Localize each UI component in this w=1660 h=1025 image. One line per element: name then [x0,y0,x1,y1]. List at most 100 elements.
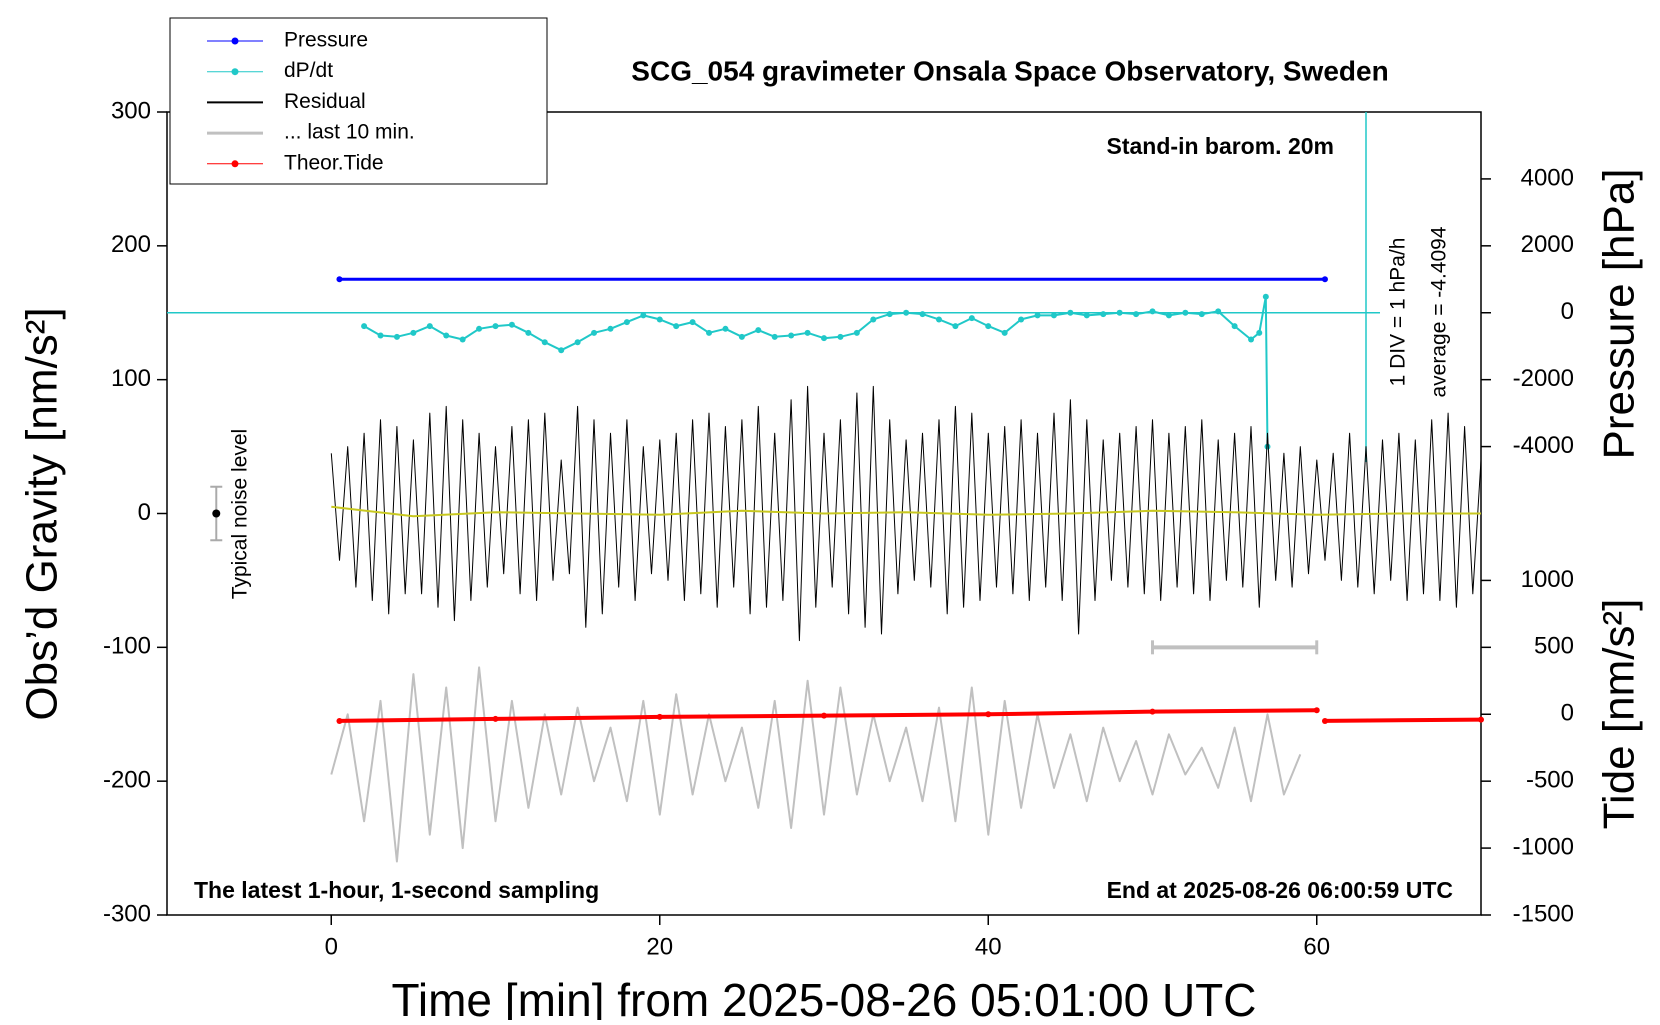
series-marker [1262,293,1269,300]
series-marker [656,713,663,720]
y-axis-label: Obs’d Gravity [nm/s²] [18,307,67,720]
legend-label: Theor.Tide [284,151,384,174]
chart-title: SCG_054 gravimeter Onsala Space Observat… [631,55,1388,86]
series-marker [656,316,663,323]
series-marker [623,319,630,326]
series-marker [722,325,729,332]
x-tick-label: 60 [1303,933,1330,960]
series-marker [1231,323,1238,330]
series-marker [853,329,860,336]
annotation: End at 2025-08-26 06:00:59 UTC [1107,877,1453,903]
annotation: The latest 1-hour, 1-second sampling [194,877,599,903]
series-marker [821,712,827,719]
series-line [331,505,1481,518]
series-marker [952,323,959,330]
series-marker [903,309,910,316]
series-marker [361,323,368,330]
series-marker [919,311,926,318]
series-marker [336,717,343,724]
y2-tick-label: 4000 [1521,164,1574,191]
x-axis-label: Time [min] from 2025-08-26 05:01:00 UTC [392,974,1257,1020]
legend [169,17,548,185]
series-marker [1248,336,1255,343]
series-marker [1034,312,1041,319]
series-marker [706,329,713,336]
series-marker [755,327,762,334]
y2-axis-label: Pressure [hPa] [1595,168,1644,459]
x-tick-label: 40 [975,933,1002,960]
y3-axis-label: Tide [nm/s²] [1595,599,1644,830]
series-marker [821,335,827,342]
series-marker [426,323,433,330]
y-tick-label: -100 [103,633,151,660]
y-tick-label: 300 [111,97,151,124]
series-marker [1149,708,1156,715]
series-marker [1313,707,1320,714]
legend-marker [231,68,239,76]
y2-tick-label: 0 [1561,298,1574,325]
series-marker [1321,276,1328,283]
legend-label: dP/dt [284,59,333,82]
y2-tick-label: 2000 [1521,231,1574,258]
series-marker [1215,308,1222,315]
series-marker [985,711,992,718]
series-marker [1198,311,1205,318]
y-tick-label: 100 [111,365,151,392]
series-marker [558,347,565,354]
series-marker [607,325,614,332]
noise-point [212,509,221,518]
y3-tick-label: -1000 [1513,833,1574,860]
series-marker [1001,329,1008,336]
series-marker [492,715,499,722]
series-marker [673,323,680,330]
series-marker [492,323,499,330]
legend-marker [231,160,239,168]
series-marker [640,312,647,319]
series-line [330,666,1302,863]
y3-tick-label: -1500 [1513,900,1574,927]
series-marker [886,311,893,318]
x-tick-label: 20 [646,933,673,960]
legend-label: Residual [284,90,366,113]
series-marker [443,332,450,339]
series-line [330,385,1482,642]
series-marker [410,329,417,336]
series-marker [336,276,343,283]
series-marker [459,336,466,343]
y-tick-label: -300 [103,900,151,927]
y-tick-label: -200 [103,767,151,794]
series-marker [985,323,992,330]
series-marker [804,329,811,336]
legend-label: ... last 10 min. [284,121,415,144]
series-marker [1083,312,1090,319]
annotation: Stand-in barom. 20m [1107,133,1334,159]
series-marker [689,319,696,326]
series-marker [508,321,515,328]
series-marker [870,316,877,323]
series-marker [1018,316,1025,323]
legend-marker [231,37,239,45]
series-marker [1182,309,1189,316]
series-marker [1264,443,1271,450]
annotation: 1 DIV = 1 hPa/h [1387,238,1410,387]
series-marker [837,333,844,340]
series-marker [1149,308,1156,315]
legend-label: Pressure [284,29,368,52]
series-marker [377,332,384,339]
series-line [363,295,1269,447]
series-marker [1100,311,1107,318]
y3-tick-label: 1000 [1521,566,1574,593]
series-marker [788,332,795,339]
series-marker [1133,311,1140,318]
series-marker [1478,716,1484,723]
series-marker [738,333,745,340]
series-marker [476,325,483,332]
series-marker [968,315,975,322]
y3-tick-label: -500 [1526,767,1574,794]
series-marker [1321,717,1328,724]
annotation: average = -4.4094 [1428,226,1451,397]
y2-tick-label: -2000 [1513,365,1574,392]
annotation: Typical noise level [229,429,252,599]
series-marker [1116,309,1123,316]
series-marker [1256,329,1263,336]
